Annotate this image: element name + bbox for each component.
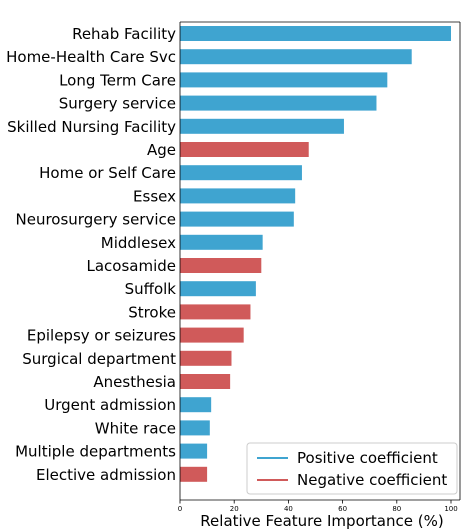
bar-10: [180, 258, 262, 273]
x-tick-label-4: 80: [392, 505, 401, 513]
bar-6: [180, 165, 302, 181]
bars-group: [180, 26, 451, 482]
category-label-12: Stroke: [128, 303, 176, 321]
category-label-18: Multiple departments: [15, 443, 176, 461]
bar-12: [180, 304, 251, 320]
legend-label-negative: Negative coefficient: [297, 471, 447, 489]
category-label-0: Rehab Facility: [72, 25, 176, 43]
category-label-7: Essex: [133, 187, 176, 205]
x-ticks: 0 20 40 60 80 100: [178, 500, 458, 513]
bar-11: [180, 281, 256, 297]
category-label-19: Elective admission: [36, 466, 176, 484]
bar-19: [180, 466, 208, 482]
bar-15: [180, 374, 231, 389]
bar-3: [180, 95, 377, 111]
category-label-1: Home-Health Care Svc: [6, 48, 176, 66]
category-label-3: Surgery service: [59, 95, 176, 113]
bar-9: [180, 234, 263, 250]
category-label-5: Age: [147, 141, 176, 159]
bar-14: [180, 350, 232, 366]
category-labels: Rehab Facility Home-Health Care Svc Long T…: [6, 25, 176, 484]
category-label-9: Middlesex: [101, 234, 176, 252]
legend: Positive coefficient Negative coefficien…: [246, 442, 458, 495]
x-tick-label-1: 20: [230, 505, 239, 513]
x-tick-label-2: 40: [284, 505, 293, 513]
x-tick-label-0: 0: [178, 505, 182, 513]
category-label-11: Suffolk: [125, 280, 177, 298]
category-label-8: Neurosurgery service: [16, 211, 177, 229]
category-label-6: Home or Self Care: [39, 164, 176, 182]
category-label-17: White race: [95, 419, 176, 437]
x-tick-label-5: 100: [444, 505, 457, 513]
bar-13: [180, 327, 244, 343]
category-label-14: Surgical department: [22, 350, 176, 368]
category-label-13: Epilepsy or seizures: [27, 327, 176, 345]
category-label-16: Urgent admission: [44, 396, 176, 414]
bar-2: [180, 72, 388, 88]
category-label-2: Long Term Care: [59, 71, 176, 89]
category-label-10: Lacosamide: [86, 257, 176, 275]
legend-box: [246, 442, 458, 495]
bar-4: [180, 118, 344, 134]
legend-label-positive: Positive coefficient: [297, 449, 438, 467]
category-label-15: Anesthesia: [93, 373, 176, 391]
bar-7: [180, 188, 296, 204]
bar-5: [180, 142, 309, 157]
bar-8: [180, 211, 294, 227]
bar-1: [180, 49, 412, 65]
bar-18: [180, 443, 208, 459]
x-axis-title: Relative Feature Importance (%): [200, 512, 443, 530]
x-tick-label-3: 60: [338, 505, 347, 513]
category-label-4: Skilled Nursing Facility: [7, 118, 176, 136]
bar-0: [180, 26, 451, 41]
bar-17: [180, 420, 210, 436]
bar-16: [180, 397, 212, 413]
